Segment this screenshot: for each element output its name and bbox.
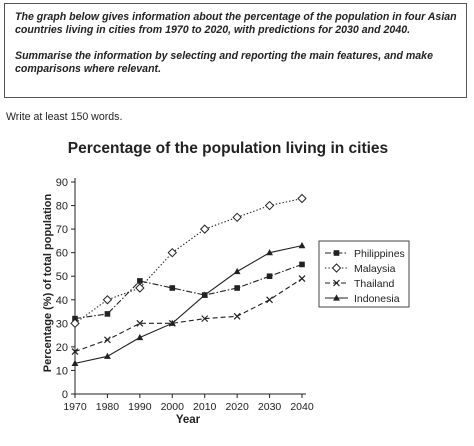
- data-point-thailand: [136, 319, 144, 327]
- task-paragraph-1: The graph below gives information about …: [15, 11, 457, 36]
- data-point-philippines: [137, 278, 143, 284]
- data-point-philippines: [72, 315, 78, 322]
- data-point-thailand: [298, 275, 306, 283]
- y-tick-label: 30: [56, 318, 68, 330]
- line-chart: Percentage of the population living in c…: [42, 140, 410, 426]
- x-tick-label: 1990: [128, 401, 152, 413]
- legend-marker-thailand: [333, 279, 340, 287]
- series-indonesia: [71, 242, 306, 366]
- data-point-malaysia: [297, 193, 307, 204]
- data-point-indonesia: [168, 319, 176, 326]
- y-tick-label: 90: [56, 177, 68, 189]
- data-point-thailand: [201, 315, 209, 323]
- data-point-thailand: [104, 336, 111, 344]
- word-count-note: Write at least 150 words.: [6, 111, 123, 123]
- chart-series: [70, 193, 307, 366]
- data-point-indonesia: [298, 242, 306, 249]
- data-point-indonesia: [201, 291, 209, 298]
- legend-marker-malaysia: [331, 263, 342, 273]
- legend-marker-philippines: [333, 250, 340, 256]
- legend-label-indonesia: Indonesia: [354, 293, 400, 305]
- series-malaysia: [70, 193, 307, 329]
- x-tick-label: 2020: [225, 401, 249, 413]
- x-tick-label: 2030: [258, 401, 282, 413]
- y-tick-label: 20: [56, 342, 68, 354]
- y-tick-label: 80: [56, 201, 68, 213]
- y-tick-label: 60: [56, 248, 68, 260]
- chart-title: Percentage of the population living in c…: [68, 140, 388, 157]
- data-point-indonesia: [233, 267, 241, 275]
- y-axis-label: Percentage (%) of total population: [42, 193, 54, 372]
- data-point-malaysia: [232, 212, 242, 223]
- data-point-malaysia: [135, 283, 145, 293]
- data-point-indonesia: [104, 352, 111, 359]
- data-point-philippines: [266, 273, 273, 280]
- data-point-philippines: [299, 261, 305, 268]
- legend-label-malaysia: Malaysia: [354, 263, 396, 275]
- series-philippines: [72, 261, 305, 322]
- series-line-thailand: [74, 278, 303, 353]
- data-point-malaysia: [264, 200, 275, 211]
- data-point-philippines: [104, 311, 111, 317]
- data-point-thailand: [266, 296, 273, 304]
- data-point-indonesia: [266, 249, 273, 256]
- x-tick-label: 2040: [290, 401, 314, 413]
- series-line-philippines: [74, 263, 303, 320]
- y-tick-label: 70: [56, 224, 68, 236]
- legend-marker-indonesia: [333, 294, 340, 301]
- series-line-indonesia: [74, 245, 303, 364]
- chart-legend: Philippines Malaysia Thailand Indonesia: [318, 240, 410, 308]
- data-point-malaysia: [167, 247, 177, 258]
- x-axis-label: Year: [176, 414, 201, 426]
- task-paragraph-2: Summarise the information by selecting a…: [15, 50, 433, 75]
- data-point-thailand: [233, 312, 241, 320]
- data-point-philippines: [234, 285, 240, 291]
- data-point-malaysia: [102, 295, 113, 305]
- data-point-indonesia: [71, 359, 79, 366]
- data-point-malaysia: [200, 224, 210, 234]
- data-point-indonesia: [136, 333, 144, 341]
- y-tick-label: 10: [56, 365, 68, 377]
- legend-label-thailand: Thailand: [354, 278, 394, 290]
- chart-container: Percentage of the population living in c…: [0, 130, 474, 441]
- task-instructions-box: The graph below gives information about …: [4, 3, 467, 98]
- y-tick-label: 40: [56, 295, 68, 307]
- x-tick-label: 2010: [193, 401, 217, 413]
- x-tick-label: 1970: [63, 401, 87, 413]
- y-tick-label: 50: [56, 271, 68, 283]
- x-tick-label: 1980: [96, 401, 120, 413]
- data-point-philippines: [169, 285, 176, 291]
- y-tick-label: 0: [62, 389, 68, 401]
- series-line-malaysia: [74, 197, 303, 324]
- x-tick-label: 2000: [161, 401, 185, 413]
- data-point-malaysia: [70, 318, 80, 329]
- data-point-thailand: [71, 348, 79, 356]
- legend-label-philippines: Philippines: [354, 248, 405, 260]
